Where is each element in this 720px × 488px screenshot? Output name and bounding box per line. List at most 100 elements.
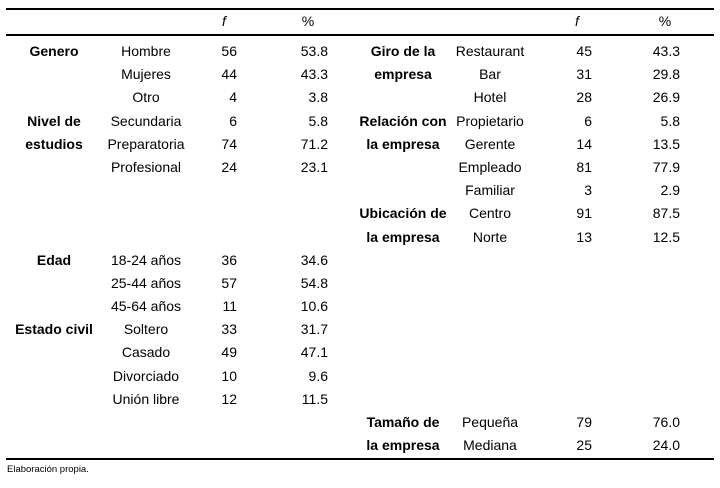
category-cell: la empresa: [366, 228, 440, 245]
category-cell: [358, 272, 448, 295]
category-cell: [358, 156, 448, 179]
category-cell: [8, 63, 100, 86]
frequency-cell: 11: [222, 298, 237, 315]
value-cell: Profesional: [110, 158, 182, 175]
table-header-row: f % f %: [0, 10, 720, 34]
frequency-cell: 25: [576, 437, 592, 454]
percent-cell: 43.3: [652, 43, 680, 59]
value-cell: [448, 272, 532, 295]
frequency-cell: [192, 179, 240, 202]
percent-cell: [600, 272, 690, 295]
value-cell: Bar: [479, 66, 501, 83]
percent-cell: [600, 295, 690, 318]
category-cell: empresa: [374, 66, 432, 83]
frequency-cell: 24: [221, 158, 237, 175]
percent-cell: 24.0: [652, 437, 680, 454]
category-cell: [358, 86, 448, 109]
frequency-cell: 31: [576, 66, 592, 83]
frequency-cell: 79: [576, 414, 592, 430]
value-cell: Gerente: [464, 135, 516, 152]
frequency-cell: 33: [221, 321, 237, 338]
frequency-cell: 44: [221, 66, 237, 83]
category-cell: [8, 388, 100, 411]
category-cell: [8, 202, 100, 225]
percent-cell: 5.8: [308, 112, 328, 129]
category-cell: [358, 341, 448, 364]
category-cell: [358, 295, 448, 318]
category-cell: [8, 295, 100, 318]
category-cell: [8, 411, 100, 434]
percent-cell: 11.5: [301, 390, 328, 407]
category-cell: [358, 365, 448, 388]
percent-cell: 12.5: [652, 228, 680, 245]
percent-cell: 23.1: [300, 158, 328, 175]
frequency-cell: 74: [221, 135, 237, 152]
frequency-cell: 45: [576, 43, 592, 59]
category-cell: Tamaño de: [366, 414, 440, 430]
value-cell: Hotel: [473, 89, 507, 106]
frequency-cell: [192, 202, 240, 225]
frequency-cell: [532, 272, 600, 295]
value-cell: Restaurant: [455, 43, 525, 59]
value-cell: Otro: [132, 89, 160, 106]
percent-cell: [600, 365, 690, 388]
frequency-cell: [532, 365, 600, 388]
value-cell: [448, 249, 532, 272]
percent-cell: 34.6: [300, 251, 328, 268]
header-percent-right: %: [658, 13, 672, 29]
percent-cell: [240, 202, 336, 225]
category-cell: [358, 388, 448, 411]
category-cell: [8, 179, 100, 202]
percent-cell: 87.5: [652, 205, 680, 222]
category-cell: Edad: [36, 251, 72, 268]
percent-cell: [240, 434, 336, 457]
frequency-cell: 28: [576, 89, 592, 106]
frequency-cell: 91: [576, 205, 592, 222]
category-cell: [8, 365, 100, 388]
value-cell: Mujeres: [121, 66, 171, 83]
value-cell: Casado: [121, 344, 171, 361]
value-cell: 45-64 años: [110, 298, 182, 315]
frequency-cell: [532, 388, 600, 411]
category-cell: Estado civil: [15, 321, 93, 338]
category-cell: [358, 249, 448, 272]
value-cell: 18-24 años: [110, 251, 182, 268]
value-cell: [100, 202, 192, 225]
percent-cell: 9.6: [308, 367, 328, 384]
table-top-rule: [6, 8, 714, 10]
percent-cell: [600, 249, 690, 272]
percent-cell: 47.1: [300, 344, 328, 361]
value-cell: [100, 434, 192, 457]
percent-cell: 53.8: [300, 43, 328, 59]
category-cell: Giro de la: [370, 43, 436, 59]
value-cell: Pequeña: [461, 414, 519, 430]
value-cell: [100, 411, 192, 434]
category-cell: la empresa: [366, 437, 440, 454]
percent-cell: 3.8: [308, 89, 328, 106]
frequency-cell: 10: [221, 367, 237, 384]
header-percent-left: %: [301, 13, 315, 29]
percent-cell: 29.8: [652, 66, 680, 83]
category-cell: Nivel de: [27, 112, 81, 129]
table-header-rule: [6, 34, 714, 36]
value-cell: [448, 365, 532, 388]
percent-cell: 26.9: [652, 89, 680, 106]
category-cell: [8, 341, 100, 364]
frequency-cell: [532, 249, 600, 272]
value-cell: Familiar: [465, 182, 515, 199]
value-cell: Unión libre: [112, 390, 180, 407]
value-cell: [448, 318, 532, 341]
percent-cell: 77.9: [652, 158, 680, 175]
value-cell: [100, 226, 192, 249]
value-cell: [448, 341, 532, 364]
frequency-cell: 36: [221, 251, 237, 268]
frequency-cell: [532, 295, 600, 318]
percent-cell: [240, 411, 336, 434]
value-cell: Mediana: [463, 437, 517, 454]
percent-cell: 43.3: [300, 66, 328, 83]
category-cell: estudios: [25, 135, 83, 152]
frequency-cell: [532, 341, 600, 364]
value-cell: Propietario: [456, 112, 524, 129]
header-f-left: f: [222, 13, 226, 29]
percent-cell: 13.5: [652, 135, 680, 152]
